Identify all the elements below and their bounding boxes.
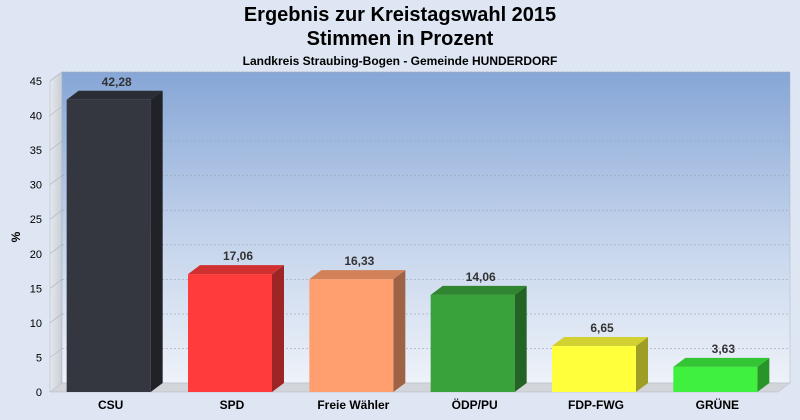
bar-front [552, 346, 636, 392]
chart-subtitle: Stimmen in Prozent [306, 28, 494, 50]
grid-line-side [49, 209, 63, 220]
bar-side [272, 265, 284, 392]
data-label: 3,63 [712, 342, 736, 356]
bar [188, 265, 284, 392]
grid-line-side [49, 313, 63, 324]
bar [430, 285, 527, 392]
data-label: 42,28 [102, 75, 132, 89]
bar [673, 357, 770, 392]
x-tick-label: Freie Wähler [317, 398, 389, 412]
bar [552, 337, 648, 392]
y-axis-label: % [9, 231, 23, 242]
y-tick-label: 45 [30, 76, 42, 88]
x-tick-label: GRÜNE [696, 397, 739, 412]
bar-front [188, 274, 272, 392]
grid-line-side [49, 279, 63, 289]
bar-top [430, 285, 527, 295]
bar-top [552, 337, 648, 347]
y-tick-label: 5 [36, 352, 42, 364]
chart-title: Ergebnis zur Kreistagswahl 2015 [243, 4, 557, 26]
grid-line-side [49, 140, 63, 151]
data-label: 14,06 [466, 270, 496, 284]
bar [66, 90, 163, 393]
x-tick-label: SPD [220, 398, 245, 412]
bar-top [673, 357, 770, 367]
bar-side [150, 90, 163, 393]
y-tick-label: 35 [30, 145, 42, 157]
plot-back-wall [61, 71, 791, 384]
x-tick-label: ÖDP/PU [452, 397, 498, 412]
y-tick-label: 40 [30, 111, 42, 123]
data-label: 16,33 [344, 254, 374, 268]
chart-caption: Landkreis Straubing-Bogen - Gemeinde HUN… [242, 54, 558, 68]
grid-line-side [49, 175, 63, 185]
bar-top [66, 90, 163, 100]
bar [309, 270, 406, 392]
bar-side [393, 270, 406, 392]
bar-front [309, 279, 394, 392]
grid-line-side [49, 71, 63, 82]
bar-side [636, 337, 648, 392]
y-tick-label: 25 [30, 214, 42, 226]
bar-side [757, 357, 770, 392]
bar-top [188, 265, 284, 275]
x-tick-label: FDP-FWG [568, 398, 624, 412]
y-tick-label: 20 [30, 249, 42, 261]
y-tick-label: 15 [30, 283, 42, 295]
bar-side [514, 285, 527, 392]
plot-left-wall [49, 71, 63, 393]
y-tick-label: 0 [36, 387, 42, 399]
y-tick-label: 10 [30, 318, 42, 330]
data-label: 17,06 [223, 249, 253, 263]
bar-front [430, 294, 515, 392]
bar-front [673, 366, 758, 392]
y-tick-label: 30 [30, 180, 42, 192]
bar-top [309, 270, 406, 280]
grid-line-side [49, 106, 63, 116]
data-label: 6,65 [590, 321, 614, 335]
x-tick-label: CSU [98, 398, 123, 412]
grid-line-side [49, 348, 63, 358]
grid-line-side [49, 244, 63, 255]
bar-front [66, 99, 151, 393]
